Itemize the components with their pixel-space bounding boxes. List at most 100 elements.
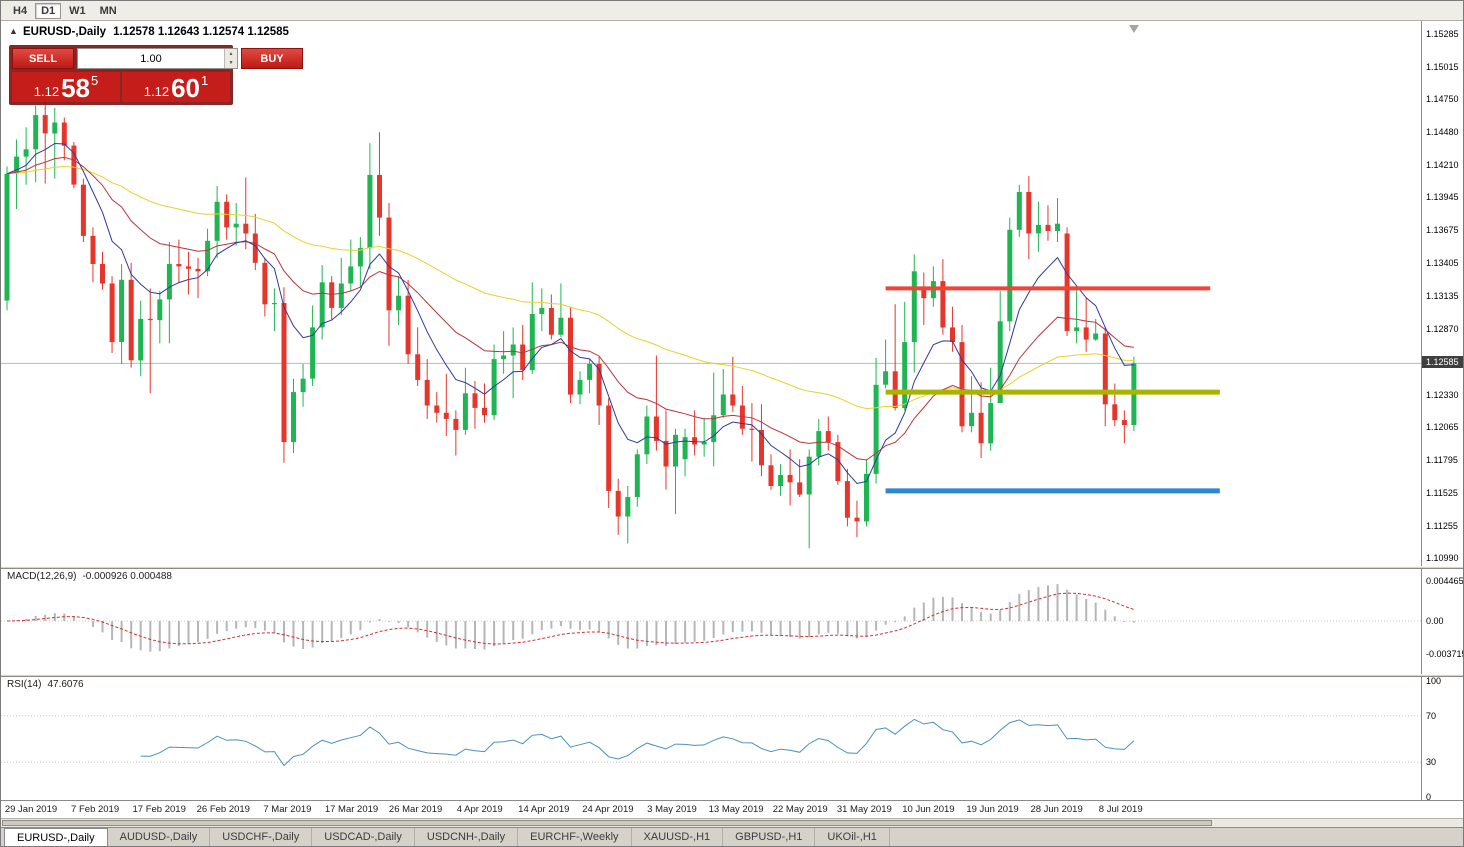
one-click-collapse-icon[interactable]: ▲ bbox=[9, 26, 18, 36]
price-axis-label: 1.12330 bbox=[1426, 389, 1459, 400]
volume-field: ▲ ▼ bbox=[77, 48, 238, 69]
current-price-badge: 1.12585 bbox=[1422, 356, 1463, 369]
date-axis-label: 17 Mar 2019 bbox=[324, 804, 379, 815]
panel-splitter[interactable] bbox=[1, 674, 1463, 677]
price-chart-panel: ▲ EURUSD-,Daily 1.12578 1.12643 1.12574 … bbox=[1, 21, 1463, 566]
rsi-label: RSI(14) 47.6076 bbox=[7, 679, 84, 690]
timeframe-mn-button[interactable]: MN bbox=[99, 4, 117, 17]
price-axis-label: 1.12065 bbox=[1426, 421, 1459, 432]
date-axis-label: 7 Feb 2019 bbox=[71, 804, 120, 815]
date-axis-label: 4 Apr 2019 bbox=[456, 804, 503, 815]
rsi-scale-label: 100 bbox=[1426, 676, 1442, 686]
price-axis-label: 1.11525 bbox=[1426, 487, 1458, 498]
candlestick-chart-area[interactable]: ▲ EURUSD-,Daily 1.12578 1.12643 1.12574 … bbox=[1, 21, 1422, 566]
tab-ukoil-h1[interactable]: UKOil-,H1 bbox=[815, 828, 890, 846]
price-axis-label: 1.14750 bbox=[1426, 94, 1459, 105]
rsi-axis: 100 70 30 0 bbox=[1421, 676, 1463, 802]
macd-label: MACD(12,26,9) -0.000926 0.000488 bbox=[7, 571, 172, 582]
date-axis-label: 29 Jan 2019 bbox=[4, 804, 58, 815]
tab-xauusd-h1[interactable]: XAUUSD-,H1 bbox=[632, 828, 724, 846]
chart-title: EURUSD-,Daily 1.12578 1.12643 1.12574 1.… bbox=[23, 26, 289, 38]
tab-gbpusd-h1[interactable]: GBPUSD-,H1 bbox=[723, 828, 816, 846]
date-axis-label: 19 Jun 2019 bbox=[966, 804, 1019, 815]
rsi-panel: RSI(14) 47.6076 100 70 30 0 bbox=[1, 676, 1463, 802]
macd-panel: MACD(12,26,9) -0.000926 0.000488 0.00446… bbox=[1, 569, 1463, 674]
date-axis-label: 3 May 2019 bbox=[647, 804, 697, 815]
rsi-scale-label: 30 bbox=[1426, 757, 1437, 768]
timeframe-h4-button[interactable]: H4 bbox=[13, 4, 28, 17]
sell-price-big: 58 bbox=[61, 73, 90, 104]
date-axis-label: 14 Apr 2019 bbox=[518, 804, 570, 815]
date-axis-label: 31 May 2019 bbox=[836, 804, 892, 815]
candlestick-chart-svg[interactable] bbox=[1, 21, 1422, 566]
date-axis-label: 22 May 2019 bbox=[772, 804, 828, 815]
volume-up-button[interactable]: ▲ bbox=[225, 49, 237, 59]
macd-scale-label: 0.004465 bbox=[1426, 575, 1464, 586]
chart-title-ohlc: 1.12578 1.12643 1.12574 1.12585 bbox=[113, 26, 289, 38]
date-axis-label: 26 Feb 2019 bbox=[196, 804, 250, 815]
one-click-trading-panel: SELL ▲ ▼ BUY 1.12 58 5 bbox=[9, 45, 303, 105]
date-axis-label: 17 Feb 2019 bbox=[132, 804, 186, 815]
tab-usdchf-daily[interactable]: USDCHF-,Daily bbox=[210, 828, 313, 846]
buy-price-big: 60 bbox=[171, 73, 200, 104]
rsi-value: 47.6076 bbox=[47, 679, 84, 690]
tab-usdcad-daily[interactable]: USDCAD-,Daily bbox=[312, 828, 415, 846]
sell-price-prefix: 1.12 bbox=[33, 84, 60, 99]
date-axis-label: 7 Mar 2019 bbox=[263, 804, 312, 815]
sell-button[interactable]: SELL bbox=[12, 48, 74, 69]
macd-name: MACD(12,26,9) bbox=[7, 571, 77, 582]
price-axis-label: 1.13675 bbox=[1426, 225, 1459, 236]
price-axis-label: 1.15285 bbox=[1426, 29, 1459, 39]
volume-input[interactable] bbox=[78, 49, 224, 68]
price-axis-label: 1.14210 bbox=[1426, 160, 1459, 171]
price-axis-label: 1.13945 bbox=[1426, 192, 1459, 203]
chart-h-scrollbar[interactable] bbox=[1, 818, 1463, 827]
macd-scale-label: 0.00 bbox=[1426, 616, 1444, 626]
rsi-chart-svg[interactable] bbox=[1, 677, 1422, 800]
rsi-name: RSI(14) bbox=[7, 679, 42, 690]
timeframe-d1-button[interactable]: D1 bbox=[35, 2, 62, 19]
sell-price-display[interactable]: 1.12 58 5 bbox=[12, 72, 120, 102]
tab-audusd-daily[interactable]: AUDUSD-,Daily bbox=[108, 828, 211, 846]
price-axis-label: 1.15015 bbox=[1426, 61, 1459, 72]
date-axis-label: 13 May 2019 bbox=[708, 804, 764, 815]
date-axis-label: 26 Mar 2019 bbox=[388, 804, 443, 815]
chart-tabs-bar: EURUSD-,Daily AUDUSD-,Daily USDCHF-,Daily U… bbox=[1, 827, 1463, 846]
sell-price-sup: 5 bbox=[91, 73, 99, 88]
price-axis-label: 1.11795 bbox=[1426, 454, 1458, 465]
price-axis-label: 1.13135 bbox=[1426, 291, 1459, 302]
panel-splitter[interactable] bbox=[1, 566, 1463, 569]
macd-values: -0.000926 0.000488 bbox=[82, 571, 172, 582]
buy-price-display[interactable]: 1.12 60 1 bbox=[122, 72, 230, 102]
price-axis-label: 1.11255 bbox=[1426, 520, 1458, 531]
chart-shift-marker-icon[interactable] bbox=[1129, 25, 1139, 33]
tab-usdcnh-daily[interactable]: USDCNH-,Daily bbox=[415, 828, 519, 846]
rsi-chart-area[interactable]: RSI(14) 47.6076 bbox=[1, 677, 1422, 800]
price-axis[interactable]: 1.12585 1.15285 1.15015 1.14750 1.14480 1.14… bbox=[1421, 21, 1463, 566]
price-axis-label: 1.12870 bbox=[1426, 323, 1459, 334]
buy-button[interactable]: BUY bbox=[241, 48, 303, 69]
rsi-scale-label: 0 bbox=[1426, 792, 1432, 802]
date-axis-label: 28 Jun 2019 bbox=[1030, 804, 1083, 815]
macd-chart-area[interactable]: MACD(12,26,9) -0.000926 0.000488 bbox=[1, 569, 1422, 674]
date-axis: 29 Jan 2019 7 Feb 2019 17 Feb 2019 26 Feb 2… bbox=[1, 800, 1463, 818]
tab-eurchf-weekly[interactable]: EURCHF-,Weekly bbox=[518, 828, 632, 846]
tab-eurusd-daily[interactable]: EURUSD-,Daily bbox=[4, 828, 108, 846]
macd-chart-svg[interactable] bbox=[1, 569, 1422, 674]
timeframe-toolbar: H4 D1 W1 MN bbox=[1, 1, 1463, 21]
volume-down-button[interactable]: ▼ bbox=[225, 58, 237, 68]
rsi-scale-label: 70 bbox=[1426, 710, 1437, 721]
buy-price-prefix: 1.12 bbox=[143, 84, 170, 99]
scrollbar-thumb[interactable] bbox=[2, 820, 1212, 826]
price-axis-label: 1.14480 bbox=[1426, 127, 1459, 138]
price-axis-label: 1.13405 bbox=[1426, 258, 1459, 269]
date-axis-label: 10 Jun 2019 bbox=[902, 804, 955, 815]
chart-title-symbol: EURUSD-,Daily bbox=[23, 26, 107, 38]
date-axis-label: 8 Jul 2019 bbox=[1098, 804, 1143, 815]
price-axis-label: 1.10990 bbox=[1426, 553, 1459, 563]
buy-price-sup: 1 bbox=[201, 73, 209, 88]
macd-axis: 0.004465 0.00 -0.003715 bbox=[1421, 569, 1463, 674]
date-axis-label: 24 Apr 2019 bbox=[582, 804, 634, 815]
timeframe-w1-button[interactable]: W1 bbox=[69, 4, 86, 17]
